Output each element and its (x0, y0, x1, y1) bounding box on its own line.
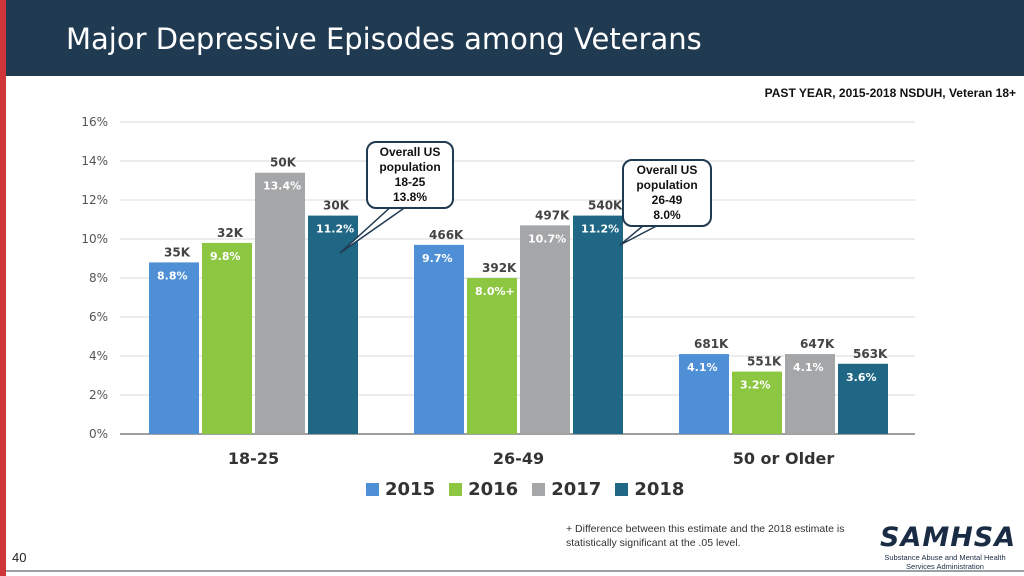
count-label: 392K (482, 261, 517, 275)
bar-chart: 0% 2% 4% 6% 8% 10% 12% 14% 16% 8.8% 35K 9.8% 32K 13.4… (81, 115, 915, 468)
y-tick-label: 4% (89, 349, 108, 363)
bar (838, 363, 888, 434)
samhsa-logo: SAMHSA Substance Abuse and Mental Health… (880, 522, 1017, 571)
value-label: 9.8% (210, 250, 241, 263)
count-label: 563K (853, 347, 888, 361)
category-label: 26-49 (493, 449, 544, 468)
count-label: 30K (323, 199, 350, 213)
y-tick-label: 0% (89, 427, 108, 441)
value-label: 3.6% (846, 371, 877, 384)
footnote: + Difference between this estimate and t… (566, 523, 845, 549)
bottom-divider (6, 570, 1024, 572)
y-tick-label: 2% (89, 388, 108, 402)
value-label: 10.7% (528, 232, 566, 245)
legend-item-2016: 2016 (449, 479, 518, 500)
callout-18-25: Overall US population 18-25 13.8% (366, 141, 454, 209)
count-label: 540K (588, 199, 623, 213)
bar (467, 278, 517, 434)
value-label: 11.2% (316, 223, 354, 236)
count-label: 50K (270, 156, 297, 170)
accent-bar (0, 0, 6, 576)
category-label: 18-25 (228, 449, 279, 468)
value-label: 9.7% (422, 252, 453, 265)
page-number: 40 (12, 550, 27, 565)
chart-legend: 2015 2016 2017 2018 (366, 479, 684, 500)
legend-item-2015: 2015 (366, 479, 435, 500)
header-bar: Major Depressive Episodes among Veterans (6, 0, 1024, 76)
chart-subtitle: PAST YEAR, 2015-2018 NSDUH, Veteran 18+ (764, 86, 1016, 100)
y-tick-label: 16% (81, 115, 108, 129)
value-label: 3.2% (740, 379, 771, 392)
value-label: 8.8% (157, 269, 188, 282)
value-label: 8.0%+ (475, 285, 515, 298)
count-label: 32K (217, 226, 244, 240)
y-tick-label: 10% (81, 232, 108, 246)
category-label: 50 or Older (733, 449, 835, 468)
value-label: 11.2% (581, 223, 619, 236)
bar (520, 225, 570, 434)
y-tick-label: 6% (89, 310, 108, 324)
callout-26-49: Overall US population 26-49 8.0% (622, 159, 712, 227)
legend-item-2018: 2018 (615, 479, 684, 500)
count-label: 497K (535, 208, 570, 222)
count-label: 681K (694, 337, 729, 351)
legend-swatch (532, 483, 546, 496)
legend-swatch (449, 483, 463, 496)
page-title: Major Depressive Episodes among Veterans (66, 22, 702, 56)
legend-swatch (366, 483, 379, 496)
y-tick-label: 14% (81, 154, 108, 168)
legend-swatch (615, 483, 629, 496)
y-tick-label: 12% (81, 193, 108, 207)
count-label: 551K (747, 355, 782, 369)
y-tick-label: 8% (89, 271, 108, 285)
value-label: 4.1% (793, 361, 824, 374)
logo-tagline: Substance Abuse and Mental Health Servic… (884, 553, 1006, 571)
count-label: 647K (800, 337, 835, 351)
count-label: 35K (164, 245, 191, 259)
bar (732, 371, 782, 434)
logo-name: SAMHSA (880, 522, 1017, 553)
legend-item-2017: 2017 (532, 479, 601, 500)
value-label: 13.4% (263, 180, 301, 193)
bar (573, 215, 623, 434)
bar (202, 242, 252, 434)
bar (679, 354, 729, 434)
bar (255, 172, 305, 434)
bar (308, 215, 358, 434)
value-label: 4.1% (687, 361, 718, 374)
bar (149, 262, 199, 434)
bar (414, 244, 464, 434)
count-label: 466K (429, 228, 464, 242)
bar (785, 354, 835, 434)
